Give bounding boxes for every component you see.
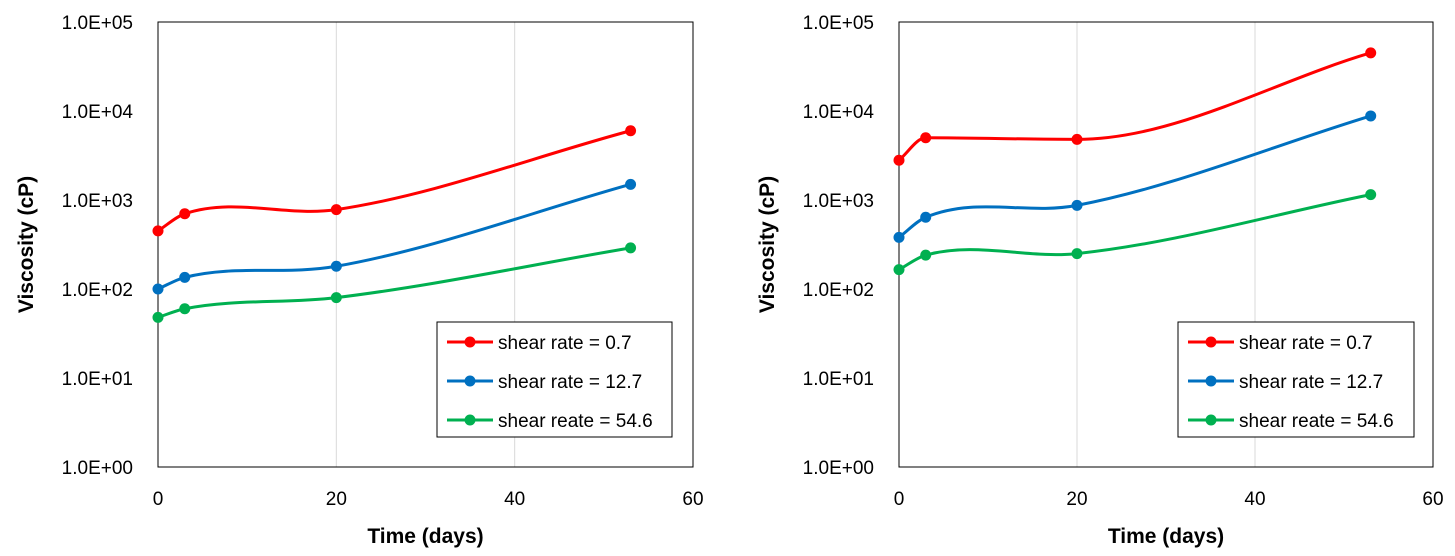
x-tick-label: 20 — [326, 489, 347, 510]
legend-swatch-marker — [1205, 375, 1217, 387]
data-point — [179, 271, 191, 283]
data-point — [625, 125, 637, 137]
plot-area — [157, 21, 694, 468]
data-point — [920, 249, 932, 261]
data-point — [152, 311, 164, 323]
y-tick-label: 1.0E+01 — [62, 369, 133, 390]
data-point — [179, 303, 191, 315]
data-point — [1365, 189, 1377, 201]
legend: shear rate = 0.7 shear rate = 12.7 shear r… — [436, 321, 673, 438]
x-tick-label: 60 — [1422, 489, 1443, 510]
series-line-3 — [157, 246, 631, 319]
data-point — [920, 211, 932, 223]
y-tick-label: 1.0E+02 — [803, 280, 874, 301]
data-point — [330, 292, 342, 304]
data-point — [1071, 248, 1083, 260]
series-line-1 — [157, 129, 631, 233]
x-tick-label: 40 — [1244, 489, 1265, 510]
y-tick-label: 1.0E+03 — [62, 191, 133, 212]
data-point — [893, 264, 905, 276]
series-line-1 — [898, 51, 1372, 162]
data-point — [1365, 110, 1377, 122]
y-tick-label: 1.0E+05 — [803, 13, 874, 34]
legend-item-label: shear reate = 54.6 — [498, 411, 653, 432]
data-point — [1071, 199, 1083, 211]
y-tick-label: 1.0E+05 — [62, 13, 133, 34]
y-tick-label: 1.0E+03 — [803, 191, 874, 212]
data-point — [152, 225, 164, 237]
data-point — [625, 242, 637, 254]
x-axis-label: Time (days) — [1108, 525, 1224, 548]
legend-swatch-marker — [464, 375, 476, 387]
data-point — [152, 283, 164, 295]
chart-2: 1.0E+00 1.0E+01 1.0E+02 1.0E+03 1.0E+04 1.0E+… — [756, 13, 1444, 548]
plot-area — [898, 21, 1434, 468]
legend-swatch-marker — [464, 336, 476, 348]
x-tick-label: 60 — [682, 489, 703, 510]
data-point — [625, 178, 637, 190]
x-tick-label: 0 — [894, 489, 905, 510]
y-tick-label: 1.0E+04 — [62, 102, 134, 123]
y-tick-label: 1.0E+00 — [803, 458, 874, 479]
data-point — [179, 208, 191, 220]
legend-swatch-marker — [1205, 336, 1217, 348]
data-point — [920, 132, 932, 144]
y-tick-label: 1.0E+02 — [62, 280, 133, 301]
x-axis-label: Time (days) — [367, 525, 483, 548]
legend-item-label: shear rate = 0.7 — [1239, 333, 1373, 354]
legend-swatch-marker — [1205, 414, 1217, 426]
data-point — [1071, 133, 1083, 145]
legend-item-label: shear rate = 12.7 — [498, 372, 642, 393]
y-axis-label: Viscosity (cP) — [756, 176, 779, 313]
y-tick-label: 1.0E+01 — [803, 369, 874, 390]
legend-item-label: shear rate = 12.7 — [1239, 372, 1383, 393]
y-tick-label: 1.0E+04 — [803, 102, 875, 123]
legend: shear rate = 0.7 shear rate = 12.7 shear r… — [1177, 321, 1415, 438]
data-point — [1365, 47, 1377, 59]
x-tick-label: 20 — [1066, 489, 1087, 510]
data-point — [893, 154, 905, 166]
series-line-2 — [898, 114, 1372, 239]
data-point — [893, 231, 905, 243]
x-tick-label: 0 — [153, 489, 164, 510]
data-point — [330, 204, 342, 216]
data-point — [330, 260, 342, 272]
legend-item-label: shear rate = 0.7 — [498, 333, 632, 354]
y-tick-label: 1.0E+00 — [62, 458, 133, 479]
legend-item-label: shear reate = 54.6 — [1239, 411, 1394, 432]
legend-swatch-marker — [464, 414, 476, 426]
y-axis-label: Viscosity (cP) — [15, 176, 38, 313]
x-tick-label: 40 — [504, 489, 525, 510]
chart-1: 1.0E+00 1.0E+01 1.0E+02 1.0E+03 1.0E+04 1.0E+… — [15, 13, 704, 548]
